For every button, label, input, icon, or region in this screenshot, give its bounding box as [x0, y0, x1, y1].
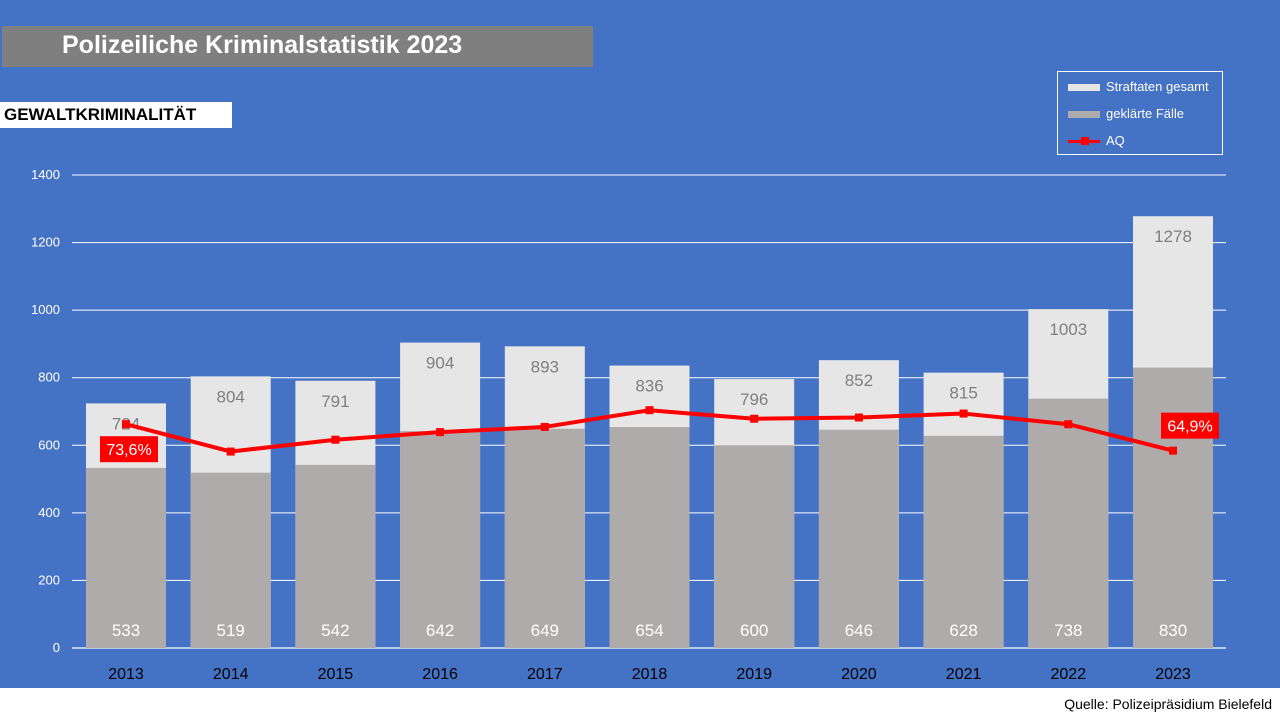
bar-solved — [86, 467, 166, 648]
aq-point — [854, 413, 863, 422]
data-label-solved: 533 — [112, 621, 140, 640]
data-label-total: 904 — [426, 354, 454, 373]
bar-solved — [609, 427, 690, 648]
aq-point — [1169, 446, 1177, 455]
y-tick-label: 200 — [38, 572, 60, 587]
chart-subtitle: GEWALTKRIMINALITÄT — [4, 105, 197, 124]
x-tick-label: 2016 — [422, 666, 458, 683]
data-label-solved: 642 — [426, 621, 454, 640]
source-note: Quelle: Polizeipräsidium Bielefeld — [1064, 696, 1272, 712]
subtitle-banner — [0, 102, 232, 128]
data-label-solved: 654 — [635, 621, 663, 640]
legend-label-solved: geklärte Fälle — [1106, 106, 1185, 121]
data-label-total: 804 — [217, 387, 245, 406]
bar-solved — [190, 472, 271, 648]
data-label-total: 1278 — [1154, 227, 1192, 246]
x-tick-label: 2021 — [946, 666, 982, 683]
aq-label: 73,6% — [106, 442, 151, 459]
aq-label-box — [100, 436, 158, 463]
aq-point — [226, 447, 235, 456]
aq-label-box — [1161, 412, 1219, 439]
aq-point — [645, 406, 654, 415]
bar-line-chart: 0200400600800100012001400724804791904893… — [31, 167, 1226, 683]
x-tick-label: 2014 — [213, 666, 249, 683]
y-tick-label: 1200 — [31, 235, 60, 250]
legend-swatch-solved — [1068, 111, 1100, 118]
bar-solved — [1133, 367, 1213, 648]
bar-solved — [400, 431, 481, 648]
data-label-total: 815 — [949, 384, 977, 403]
chart-legend: Straftaten gesamt geklärte Fälle AQ — [1057, 71, 1223, 155]
bar-solved — [504, 428, 585, 648]
aq-point — [436, 428, 445, 437]
y-tick-label: 600 — [38, 437, 60, 452]
aq-point — [959, 409, 968, 418]
x-tick-label: 2020 — [841, 666, 877, 683]
data-label-solved: 600 — [740, 621, 768, 640]
aq-point — [750, 414, 759, 423]
aq-label: 64,9% — [1167, 419, 1212, 436]
y-tick-label: 0 — [53, 640, 60, 655]
title-banner — [2, 26, 593, 67]
data-label-solved: 738 — [1054, 621, 1082, 640]
x-tick-label: 2017 — [527, 666, 563, 683]
data-label-solved: 646 — [845, 621, 873, 640]
legend-swatch-total — [1068, 84, 1100, 91]
y-tick-label: 400 — [38, 505, 60, 520]
y-tick-label: 1000 — [31, 302, 60, 317]
data-label-total: 791 — [321, 392, 349, 411]
data-label-total: 796 — [740, 390, 768, 409]
data-label-solved: 830 — [1159, 621, 1187, 640]
bar-solved — [1028, 398, 1109, 648]
aq-point — [331, 435, 340, 444]
page-title: Polizeiliche Kriminalstatistik 2023 — [62, 31, 463, 59]
data-label-solved: 519 — [217, 621, 245, 640]
data-label-total: 852 — [845, 371, 873, 390]
x-tick-label: 2023 — [1155, 666, 1191, 683]
aq-point — [540, 422, 549, 431]
x-tick-label: 2013 — [108, 666, 144, 683]
bar-solved — [295, 464, 376, 648]
x-tick-label: 2022 — [1051, 666, 1087, 683]
aq-point — [122, 420, 130, 429]
data-label-total: 1003 — [1049, 320, 1087, 339]
data-label-solved: 542 — [321, 621, 349, 640]
bar-solved — [923, 435, 1004, 648]
aq-point — [1064, 420, 1073, 429]
x-tick-label: 2018 — [632, 666, 668, 683]
legend-label-aq: AQ — [1106, 133, 1125, 148]
y-tick-label: 800 — [38, 370, 60, 385]
y-tick-label: 1400 — [31, 167, 60, 182]
bar-solved — [714, 445, 795, 648]
x-tick-label: 2019 — [736, 666, 772, 683]
data-label-solved: 628 — [949, 621, 977, 640]
bar-solved — [818, 429, 899, 648]
data-label-total: 893 — [531, 357, 559, 376]
data-label-solved: 649 — [531, 621, 559, 640]
data-label-total: 836 — [635, 377, 663, 396]
legend-marker-aq — [1081, 137, 1089, 145]
legend-label-total: Straftaten gesamt — [1106, 79, 1209, 94]
x-tick-label: 2015 — [318, 666, 354, 683]
